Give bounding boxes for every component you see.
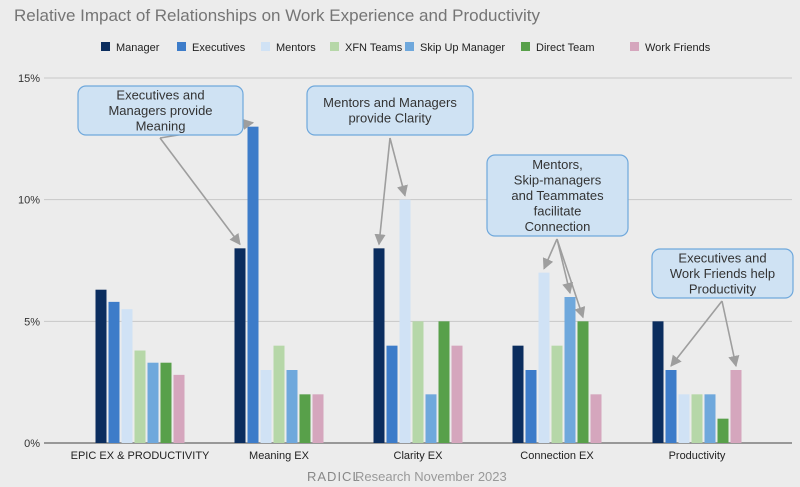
legend-swatch (177, 42, 186, 51)
bar (95, 289, 107, 443)
callout-text: Executives and (678, 250, 766, 265)
x-axis-labels: EPIC EX & PRODUCTIVITY Meaning EX Clarity … (71, 450, 726, 462)
bar (678, 394, 690, 443)
callout-box (77, 85, 244, 136)
legend-label: Work Friends (645, 42, 711, 54)
bar (312, 394, 324, 443)
bar (717, 418, 729, 443)
x-tick-label: Connection EX (520, 450, 594, 462)
bar (247, 126, 259, 444)
callout-text: provide Clarity (348, 111, 432, 126)
bar (665, 370, 677, 443)
callout-text: Connection (525, 219, 591, 234)
bar (134, 350, 146, 443)
callout-arrow (374, 137, 391, 246)
callout-box (306, 85, 474, 136)
bar (425, 394, 437, 443)
bar (173, 374, 185, 443)
bar (299, 394, 311, 443)
bar (234, 248, 246, 443)
bar (147, 362, 159, 443)
bar (451, 345, 463, 443)
bar (399, 199, 411, 443)
bar (438, 321, 450, 443)
bar (260, 370, 272, 443)
bar (412, 321, 424, 443)
x-tick-label: Clarity EX (394, 450, 444, 462)
bar (373, 248, 385, 443)
bar (564, 297, 576, 443)
legend-label: Skip Up Manager (420, 42, 505, 54)
callout-text: Meaning (136, 118, 186, 133)
chart-title: Relative Impact of Relationships on Work… (14, 6, 540, 25)
bar (525, 370, 537, 443)
legend-swatch (521, 42, 530, 51)
bar (577, 321, 589, 443)
callout-text: Productivity (689, 281, 757, 296)
legend-label: Executives (192, 42, 246, 54)
y-tick-label: 0% (24, 438, 40, 450)
bar (512, 345, 524, 443)
bar (121, 309, 133, 443)
legend-label: Manager (116, 42, 160, 54)
x-tick-label: Productivity (669, 450, 726, 462)
bar (691, 394, 703, 443)
bar (286, 370, 298, 443)
callout-box (651, 248, 794, 299)
callout-text: and Teammates (511, 188, 604, 203)
callout-box (486, 154, 629, 237)
footer-text: Research November 2023 (355, 469, 507, 484)
callout-arrow (556, 238, 586, 319)
bar (108, 301, 120, 443)
bar (590, 394, 602, 443)
bar (273, 345, 285, 443)
callout-text: Work Friends help (670, 266, 775, 281)
legend-swatch (261, 42, 270, 51)
y-tick-label: 15% (18, 73, 40, 85)
callout-arrow (389, 137, 408, 197)
legend-swatch (630, 42, 639, 51)
footer-brand: RADICL (307, 469, 361, 484)
callout-arrow (542, 238, 558, 270)
callout-text: Managers provide (108, 103, 212, 118)
legend-label: XFN Teams (345, 42, 403, 54)
callout-arrow (159, 137, 241, 246)
bar (652, 321, 664, 443)
callout-text: facilitate (534, 203, 582, 218)
legend-swatch (101, 42, 110, 51)
callout-text: Skip-managers (514, 172, 602, 187)
x-tick-label: Meaning EX (249, 450, 310, 462)
y-tick-label: 5% (24, 316, 40, 328)
bar (386, 345, 398, 443)
bar (730, 370, 742, 443)
bar (704, 394, 716, 443)
legend-label: Mentors (276, 42, 316, 54)
footer: RADICL Research November 2023 (307, 469, 507, 484)
callout-arrow (721, 300, 740, 368)
callout-text: Mentors, (532, 157, 583, 172)
x-tick-label: EPIC EX & PRODUCTIVITY (71, 450, 210, 462)
legend-swatch (330, 42, 339, 51)
bars (95, 126, 742, 444)
callout-arrow (670, 300, 723, 367)
legend-label: Direct Team (536, 42, 594, 54)
y-tick-label: 10% (18, 195, 40, 207)
bar (538, 272, 550, 443)
bar (160, 362, 172, 443)
callout-text: Executives and (116, 87, 204, 102)
legend: Manager Executives Mentors XFN Teams Skip Up… (101, 42, 711, 54)
bar (551, 345, 563, 443)
callout-text: Mentors and Managers (323, 95, 457, 110)
legend-swatch (405, 42, 414, 51)
